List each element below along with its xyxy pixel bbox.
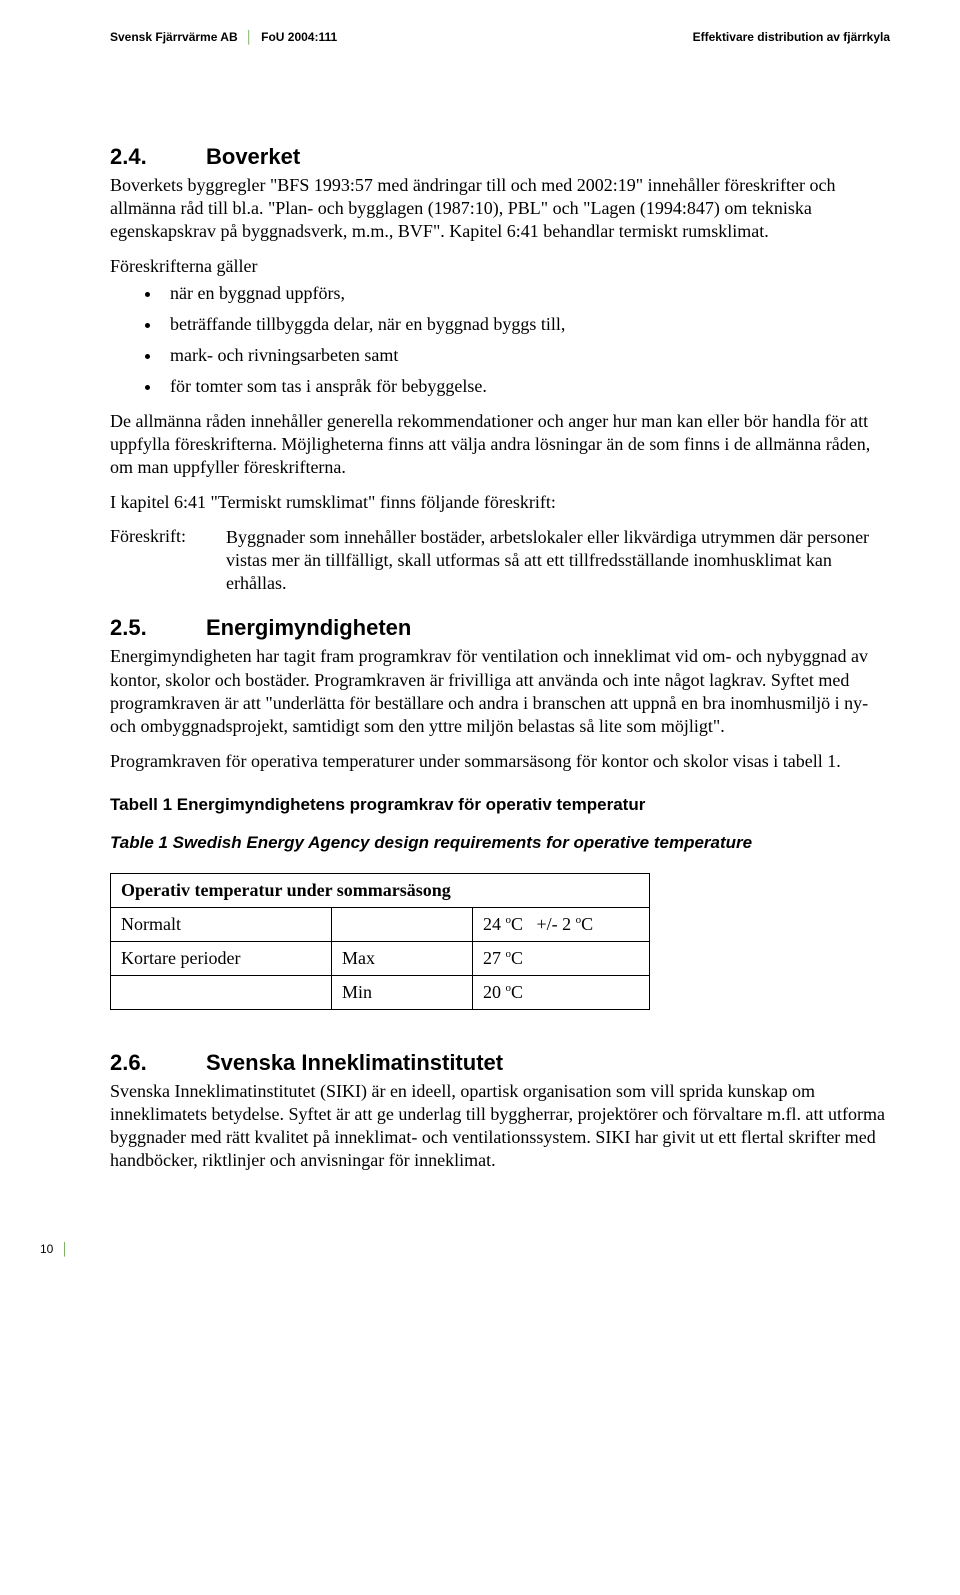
- section-number: 2.6.: [110, 1050, 206, 1076]
- section-heading-24: 2.4.Boverket: [110, 144, 890, 170]
- table-cell: 20 oC: [473, 975, 650, 1009]
- running-header: Svensk Fjärrvärme AB │ FoU 2004:111 Effe…: [110, 30, 890, 44]
- divider-icon: │: [61, 1242, 69, 1256]
- table-cell: Normalt: [111, 907, 332, 941]
- table-cell: Kortare perioder: [111, 941, 332, 975]
- body-text: Boverkets byggregler "BFS 1993:57 med än…: [110, 174, 890, 243]
- operative-temp-table: Operativ temperatur under sommarsäsong N…: [110, 873, 650, 1010]
- body-text: Programkraven för operativa temperaturer…: [110, 750, 890, 773]
- table-cell: Min: [332, 975, 473, 1009]
- page-number: 10: [40, 1242, 53, 1256]
- table-caption: Tabell 1 Energimyndighetens programkrav …: [110, 795, 890, 815]
- table-cell: 24 oC +/- 2 oC: [473, 907, 650, 941]
- body-text: Föreskrifterna gäller: [110, 255, 890, 278]
- body-text: I kapitel 6:41 "Termiskt rumsklimat" fin…: [110, 491, 890, 514]
- section-number: 2.5.: [110, 615, 206, 641]
- divider-icon: │: [246, 30, 254, 44]
- list-item: beträffande tillbyggda delar, när en byg…: [162, 313, 890, 336]
- list-item: för tomter som tas i anspråk för bebygge…: [162, 375, 890, 398]
- section-heading-26: 2.6.Svenska Inneklimatinstitutet: [110, 1050, 890, 1076]
- bullet-list: när en byggnad uppförs, beträffande till…: [162, 282, 890, 398]
- section-heading-25: 2.5.Energimyndigheten: [110, 615, 890, 641]
- section-number: 2.4.: [110, 144, 206, 170]
- section-title: Energimyndigheten: [206, 615, 411, 640]
- table-cell: 27 oC: [473, 941, 650, 975]
- header-left: Svensk Fjärrvärme AB │ FoU 2004:111: [110, 30, 337, 44]
- table-caption-en: Table 1 Swedish Energy Agency design req…: [110, 833, 890, 853]
- table-row: Min 20 oC: [111, 975, 650, 1009]
- body-text: De allmänna råden innehåller generella r…: [110, 410, 890, 479]
- table-header: Operativ temperatur under sommarsäsong: [111, 873, 650, 907]
- section-title: Svenska Inneklimatinstitutet: [206, 1050, 503, 1075]
- body-text: Svenska Inneklimatinstitutet (SIKI) är e…: [110, 1080, 890, 1172]
- table-cell: [332, 907, 473, 941]
- header-company: Svensk Fjärrvärme AB: [110, 30, 238, 44]
- definition-label: Föreskrift:: [110, 526, 210, 595]
- table-row: Kortare perioder Max 27 oC: [111, 941, 650, 975]
- table-cell: Max: [332, 941, 473, 975]
- page-footer: 10 │: [40, 1242, 890, 1256]
- section-title: Boverket: [206, 144, 300, 169]
- body-text: Energimyndigheten har tagit fram program…: [110, 645, 890, 737]
- page-container: Svensk Fjärrvärme AB │ FoU 2004:111 Effe…: [0, 0, 960, 1296]
- list-item: när en byggnad uppförs,: [162, 282, 890, 305]
- definition-body: Byggnader som innehåller bostäder, arbet…: [226, 526, 890, 595]
- header-ref: FoU 2004:111: [261, 30, 337, 44]
- list-item: mark- och rivningsarbeten samt: [162, 344, 890, 367]
- definition-row: Föreskrift: Byggnader som innehåller bos…: [110, 526, 890, 595]
- table-row: Normalt 24 oC +/- 2 oC: [111, 907, 650, 941]
- header-right: Effektivare distribution av fjärrkyla: [693, 30, 890, 44]
- table-cell: [111, 975, 332, 1009]
